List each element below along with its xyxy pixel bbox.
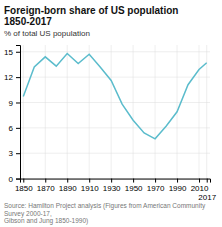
tick: 6 xyxy=(9,124,20,133)
grid-line xyxy=(23,45,24,179)
grid-line xyxy=(155,45,156,179)
grid-line xyxy=(20,153,210,154)
x-axis: 1850 1870 1890 1910 1930 1950 1970 1990 20102017 xyxy=(15,179,217,202)
source: Source: Hamilton Project analysis (Figur… xyxy=(4,202,206,225)
marks xyxy=(23,53,206,138)
tick: 1990 xyxy=(169,179,187,194)
axis-line xyxy=(21,179,211,183)
tick-label: 2010 xyxy=(191,184,209,193)
tick: 1970 xyxy=(147,179,165,194)
tick-mark xyxy=(155,179,156,183)
tick: 1870 xyxy=(37,179,55,194)
tick-mark xyxy=(16,179,20,180)
tick-label: 9 xyxy=(9,99,14,108)
tick-mark xyxy=(16,128,20,129)
tick-label: 1970 xyxy=(147,184,165,193)
tick-label: 1950 xyxy=(125,184,143,193)
tick: 1950 xyxy=(125,179,143,194)
tick-mark xyxy=(67,179,68,183)
tick-label: 6 xyxy=(9,124,14,133)
tick-mark xyxy=(111,179,112,183)
tick: 1850 xyxy=(15,179,33,194)
tick-mark xyxy=(16,52,20,53)
tick-label: 12 xyxy=(4,73,13,82)
tick-label: 1870 xyxy=(37,184,55,193)
grid-line xyxy=(67,45,68,179)
tick: 2010 xyxy=(191,179,209,194)
tick-mark xyxy=(16,102,20,103)
tick-label: 1890 xyxy=(59,184,77,193)
tick: 1890 xyxy=(59,179,77,194)
grid-line xyxy=(111,45,112,179)
tick-mark xyxy=(207,179,208,183)
tick: 2017 xyxy=(198,179,216,202)
tick-mark xyxy=(23,179,24,183)
chart-container: Foreign-born share of US population1850-… xyxy=(0,0,222,227)
grid-line xyxy=(20,127,210,128)
data-line xyxy=(23,53,206,138)
tick: 3 xyxy=(9,149,20,158)
tick: 9 xyxy=(9,99,20,108)
title: Foreign-born share of US population1850-… xyxy=(4,5,178,28)
tick: 1910 xyxy=(81,179,99,194)
tick-label: 3 xyxy=(9,149,14,158)
tick: 1930 xyxy=(103,179,121,194)
chart-svg: Foreign-born share of US population1850-… xyxy=(0,0,222,227)
grid xyxy=(20,45,210,179)
tick-label: 1910 xyxy=(81,184,99,193)
plot-area: 1850 1870 1890 1910 1930 1950 1970 1990 20102017… xyxy=(4,45,217,202)
tick-mark xyxy=(133,179,134,183)
tick-label: 0 xyxy=(9,175,14,184)
tick-label: 1990 xyxy=(169,184,187,193)
tick-label: 1930 xyxy=(103,184,121,193)
tick-mark xyxy=(16,153,20,154)
grid-line xyxy=(20,77,210,78)
grid-line xyxy=(20,51,210,52)
tick-mark xyxy=(45,179,46,183)
tick-mark xyxy=(89,179,90,183)
tick: 0 xyxy=(9,175,20,184)
text-line: Gibson and Jung 1850-1990) xyxy=(4,217,88,225)
grid-line xyxy=(133,45,134,179)
tick-mark xyxy=(16,77,20,78)
tick-mark xyxy=(177,179,178,183)
tick-mark xyxy=(199,179,200,183)
y-axis: 0 3 6 9 12 15 xyxy=(4,46,20,184)
axis-line xyxy=(16,46,21,180)
grid-line xyxy=(45,45,46,179)
tick-label: 2017 xyxy=(198,193,216,202)
text-line: Foreign-born share of US population xyxy=(4,5,178,16)
tick-label: 1850 xyxy=(15,184,33,193)
y-axis-label: % of total US population xyxy=(4,29,90,38)
text-line: 1850-2017 xyxy=(4,16,52,27)
tick: 12 xyxy=(4,73,20,82)
grid-line xyxy=(199,45,200,179)
tick-label: 15 xyxy=(4,48,13,57)
grid-line xyxy=(206,45,207,179)
tick: 15 xyxy=(4,48,20,57)
grid-line xyxy=(89,45,90,179)
